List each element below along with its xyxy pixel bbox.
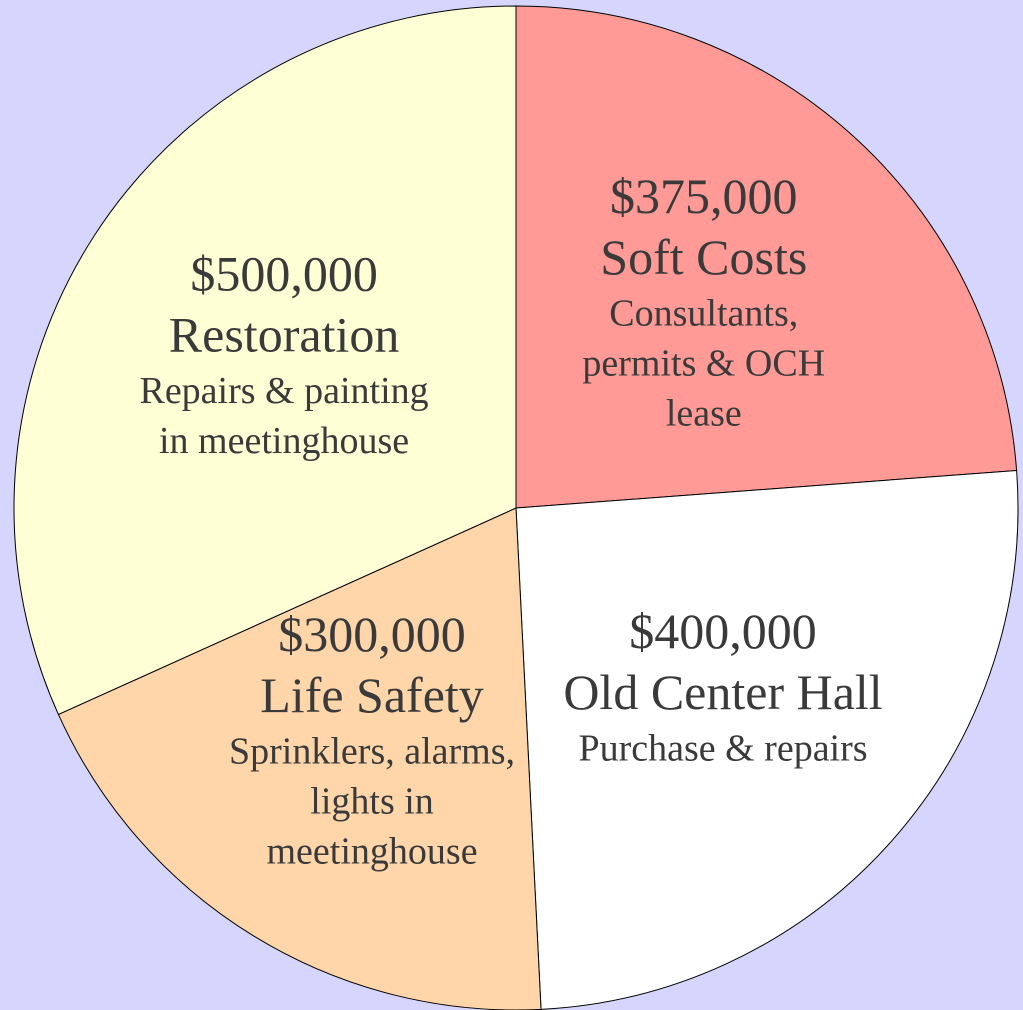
category-label: Old Center Hall xyxy=(563,664,882,720)
pie-slice xyxy=(515,5,1018,509)
value-label: $500,000 xyxy=(190,246,378,302)
description-line: Consultants, xyxy=(609,292,798,334)
description-line: lease xyxy=(666,392,742,434)
description-line: Repairs & painting xyxy=(139,370,428,412)
category-label: Restoration xyxy=(169,307,400,363)
description-line: lights in xyxy=(310,780,434,822)
category-label: Soft Costs xyxy=(600,229,807,285)
value-label: $375,000 xyxy=(610,168,798,224)
description-line: Sprinklers, alarms, xyxy=(229,730,515,772)
description-line: permits & OCH xyxy=(582,342,825,384)
description-line: in meetinghouse xyxy=(159,420,409,462)
pie-slice xyxy=(57,507,542,1010)
category-label: Life Safety xyxy=(260,667,484,723)
description-line: Purchase & repairs xyxy=(578,727,867,769)
value-label: $300,000 xyxy=(278,606,466,662)
value-label: $400,000 xyxy=(629,603,817,659)
pie-slice xyxy=(13,5,517,716)
pie-slice xyxy=(515,469,1019,1010)
description-line: meetinghouse xyxy=(267,830,478,872)
